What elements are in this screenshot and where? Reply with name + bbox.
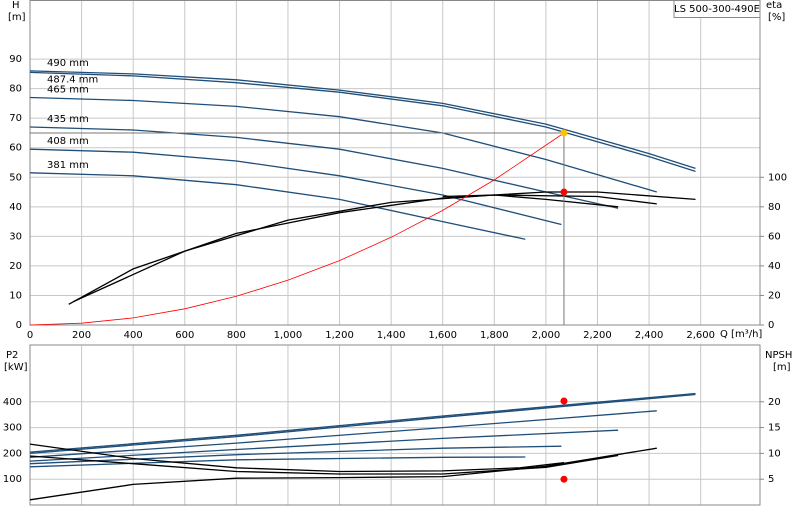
curve [29,445,562,465]
y-tick-label: 0 [16,320,22,331]
y-unit: [kW] [4,362,28,373]
curve-label: 408 mm [47,136,89,147]
y-tick-label: 60 [9,143,22,154]
x-tick-label: 1,000 [274,330,303,341]
y-label: P2 [6,350,18,361]
x-tick-label: 800 [227,330,246,341]
curve-label: 435 mm [47,114,89,125]
operating-point [560,397,568,405]
y2-tick-label: 60 [768,231,781,242]
y-unit: [m] [8,12,26,23]
y-tick-label: 20 [9,261,22,272]
x-tick-label: 1,600 [428,330,457,341]
curve [29,443,565,473]
x-tick-label: 2,200 [583,330,612,341]
y2-label: eta [766,0,782,11]
x-tick-label: 2,400 [635,330,664,341]
curve-label: 381 mm [47,160,89,171]
y-tick-label: 10 [9,290,22,301]
y2-tick-label: 100 [768,172,787,183]
x-tick-label: 2,000 [532,330,561,341]
x-tick-label: 1,800 [480,330,509,341]
y2-unit: [%] [768,12,785,23]
y2-tick-label: 80 [768,202,781,213]
curve [29,454,619,475]
curve [73,194,657,302]
y2-label: NPSH [765,350,792,361]
curve [29,393,696,455]
x-tick-label: 1,400 [377,330,406,341]
curve [29,70,696,170]
y-tick-label: 30 [9,231,22,242]
y2-tick-label: 20 [768,397,781,408]
x-tick-label: 1,200 [325,330,354,341]
curve [29,410,657,458]
curve [442,194,619,208]
curve [29,429,619,462]
operating-point [560,475,568,483]
x-tick-label: 2,600 [686,330,715,341]
curve-label: 490 mm [47,58,89,69]
curve-label: 487.4 mm [47,74,98,85]
x-tick-label: 400 [124,330,143,341]
x-tick-label: 200 [72,330,91,341]
y2-tick-label: 5 [768,474,774,485]
y-tick-label: 90 [9,54,22,65]
y-tick-label: 200 [3,448,22,459]
top-frame [29,0,761,326]
bottom-frame [29,344,761,506]
x-tick-label: 600 [175,330,194,341]
x-tick-label: 0 [27,330,33,341]
operating-point [560,129,568,137]
y2-tick-label: 20 [768,290,781,301]
y-tick-label: 400 [3,397,22,408]
curve [29,96,657,193]
y-tick-label: 100 [3,474,22,485]
y-tick-label: 40 [9,202,22,213]
x-label: Q [m³/h] [720,329,762,340]
curve [29,132,565,326]
curve [68,191,696,305]
y2-tick-label: 40 [768,261,781,272]
y-label: H [12,0,20,11]
y2-tick-label: 0 [768,320,774,331]
y-tick-label: 50 [9,172,22,183]
y-tick-label: 70 [9,113,22,124]
curve [29,172,526,240]
curve-label: 465 mm [47,85,89,96]
y2-unit: [m] [773,362,791,373]
curve [29,447,657,501]
curve [29,392,696,453]
y2-tick-label: 10 [768,448,781,459]
curve [29,148,562,226]
title-box [673,0,761,18]
y-tick-label: 300 [3,423,22,434]
operating-point [560,188,568,196]
chart-title: LS 500-300-490E [674,4,760,15]
y-tick-label: 80 [9,84,22,95]
curve [29,71,696,173]
y2-tick-label: 15 [768,423,781,434]
